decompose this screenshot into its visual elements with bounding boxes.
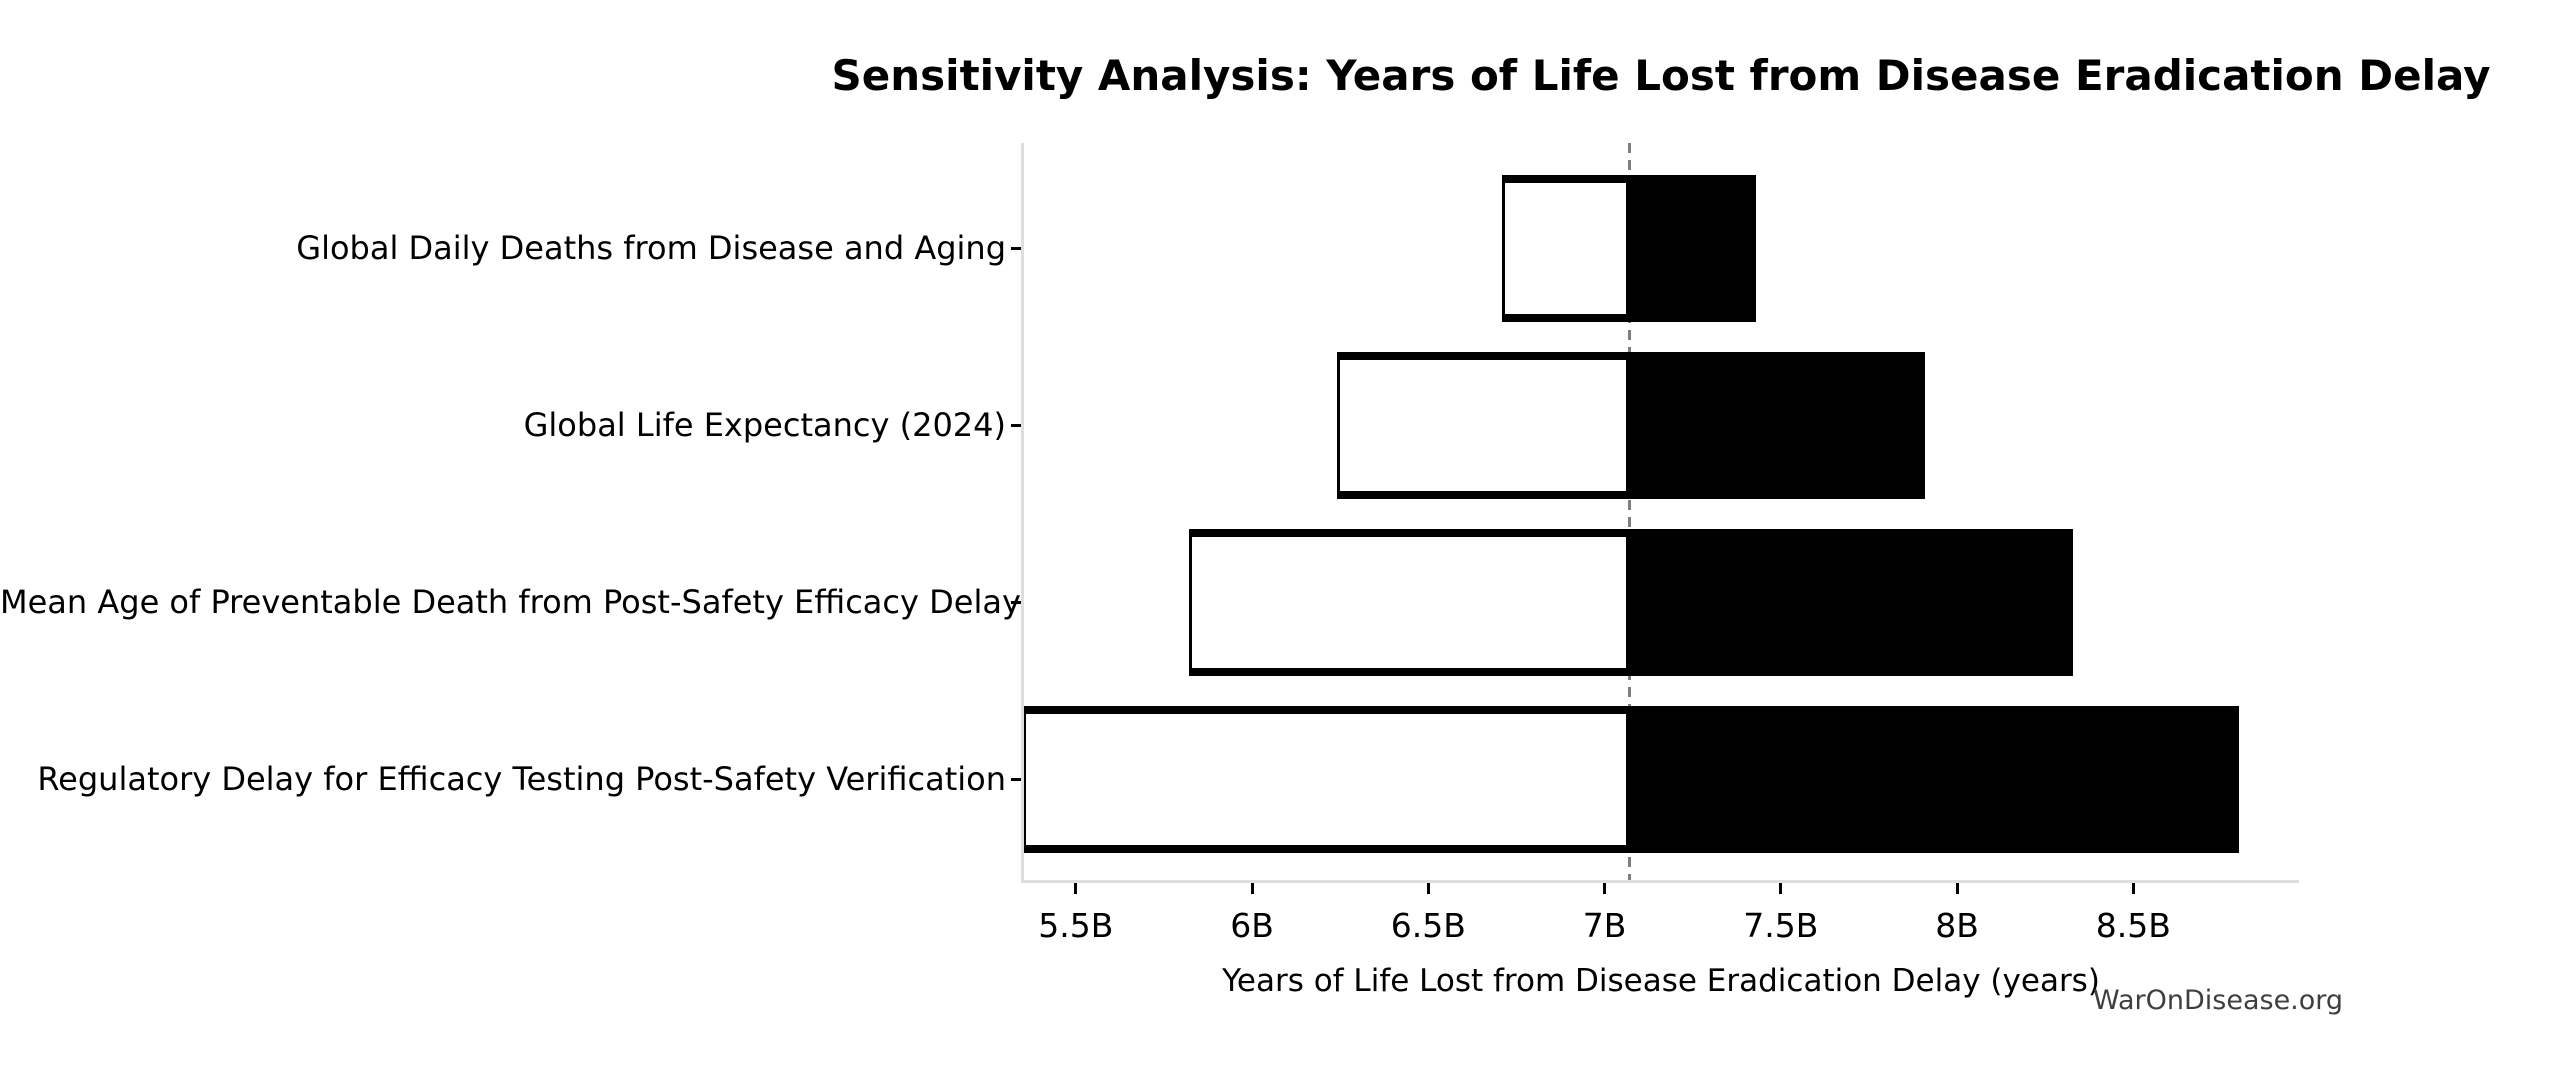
chart-title: Sensitivity Analysis: Years of Life Lost…	[831, 51, 2491, 100]
x-axis-label: Years of Life Lost from Disease Eradicat…	[1222, 963, 2100, 999]
x-axis-tick-label: 7B	[1582, 906, 1627, 945]
x-axis-tick	[1426, 883, 1430, 894]
baseline-dashed-line	[1627, 143, 1631, 881]
x-axis-tick-label: 6B	[1230, 906, 1274, 945]
left-spine	[1021, 143, 1024, 883]
x-axis-tick-label: 6.5B	[1390, 906, 1466, 945]
x-axis-tick	[2131, 883, 2135, 894]
tornado-bar-low	[1502, 180, 1630, 317]
y-axis-category-label: Global Life Expectancy (2024)	[523, 406, 1006, 444]
x-axis-tick	[1779, 883, 1783, 894]
x-axis-tick	[1250, 883, 1254, 894]
tornado-bar-low	[1023, 711, 1630, 848]
x-axis-tick	[1955, 883, 1959, 894]
watermark-text: WarOnDisease.org	[2093, 985, 2344, 1016]
tornado-bar-low	[1188, 534, 1630, 671]
x-axis-tick-label: 8.5B	[2095, 906, 2171, 945]
y-axis-category-label: Mean Age of Preventable Death from Post-…	[0, 583, 1021, 621]
y-axis-tick	[1011, 600, 1021, 604]
tornado-bar-low	[1336, 357, 1630, 494]
y-axis-category-label: Regulatory Delay for Efficacy Testing Po…	[37, 760, 1006, 798]
x-axis-tick-label: 5.5B	[1038, 906, 1114, 945]
bottom-spine	[1021, 880, 2299, 883]
x-axis-tick	[1074, 883, 1078, 894]
y-axis-category-label: Global Daily Deaths from Disease and Agi…	[296, 229, 1006, 267]
y-axis-tick	[1011, 777, 1021, 781]
x-axis-tick-label: 8B	[1935, 906, 1979, 945]
y-axis-tick	[1011, 246, 1021, 250]
y-axis-tick	[1011, 423, 1021, 427]
x-axis-tick	[1603, 883, 1607, 894]
x-axis-tick-label: 7.5B	[1743, 906, 1819, 945]
